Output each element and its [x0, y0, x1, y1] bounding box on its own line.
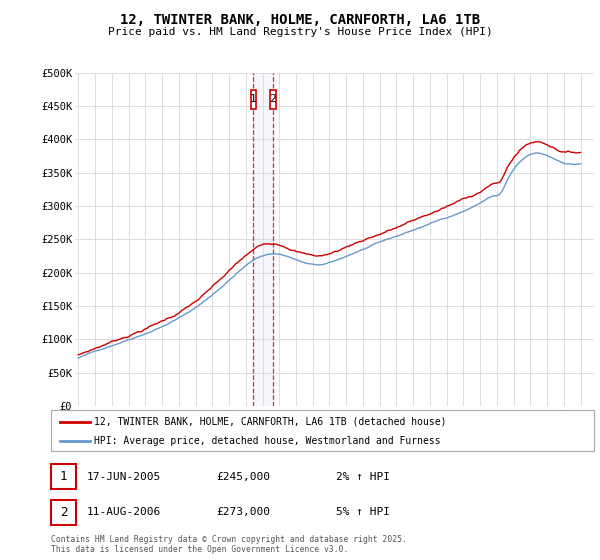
Text: 17-JUN-2005: 17-JUN-2005: [87, 472, 161, 482]
Text: 1: 1: [60, 470, 67, 483]
Text: 11-AUG-2006: 11-AUG-2006: [87, 507, 161, 517]
Text: £245,000: £245,000: [216, 472, 270, 482]
Text: 2% ↑ HPI: 2% ↑ HPI: [336, 472, 390, 482]
Text: 5% ↑ HPI: 5% ↑ HPI: [336, 507, 390, 517]
Bar: [253, 73, 273, 406]
Text: £273,000: £273,000: [216, 507, 270, 517]
Text: 1: 1: [250, 95, 257, 105]
FancyBboxPatch shape: [251, 90, 256, 109]
Text: 12, TWINTER BANK, HOLME, CARNFORTH, LA6 1TB: 12, TWINTER BANK, HOLME, CARNFORTH, LA6 …: [120, 13, 480, 27]
Text: 2: 2: [269, 95, 276, 105]
FancyBboxPatch shape: [270, 90, 276, 109]
Text: Contains HM Land Registry data © Crown copyright and database right 2025.
This d: Contains HM Land Registry data © Crown c…: [51, 535, 407, 554]
Text: 2: 2: [60, 506, 67, 519]
Text: Price paid vs. HM Land Registry's House Price Index (HPI): Price paid vs. HM Land Registry's House …: [107, 27, 493, 38]
Text: 12, TWINTER BANK, HOLME, CARNFORTH, LA6 1TB (detached house): 12, TWINTER BANK, HOLME, CARNFORTH, LA6 …: [94, 417, 446, 427]
Text: HPI: Average price, detached house, Westmorland and Furness: HPI: Average price, detached house, West…: [94, 436, 441, 446]
